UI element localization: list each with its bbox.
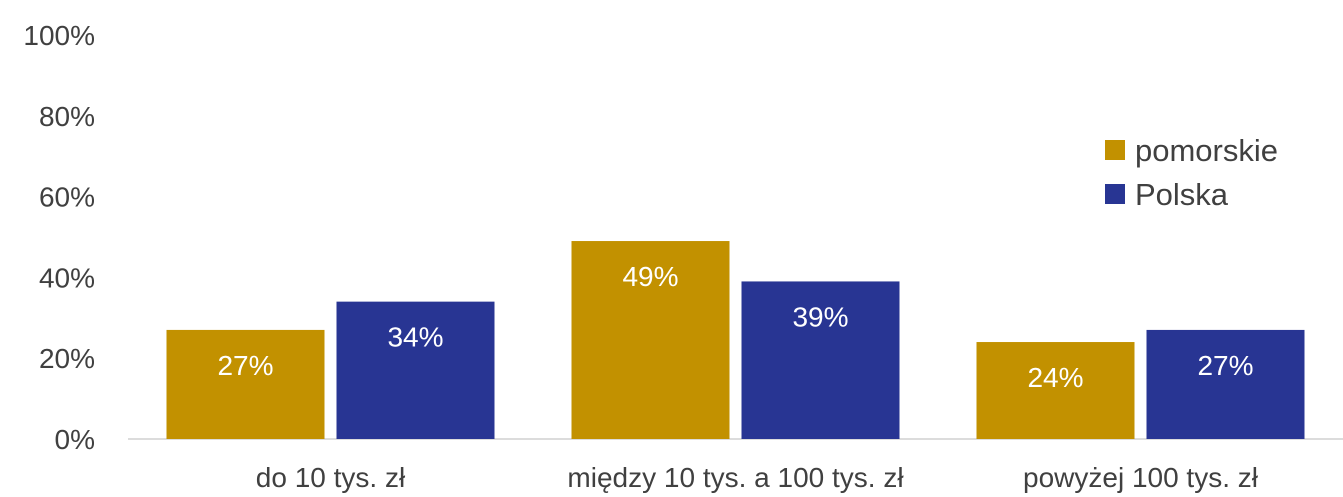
bar-value-label: 27% [217,350,273,381]
y-tick-label: 40% [39,262,95,293]
bar-pomorskie-3 [976,342,1135,439]
bar-labels: 27% 34% 49% 39% 24% 27% [217,261,1253,393]
legend-swatch-pomorskie [1105,140,1125,160]
bar-value-label: 49% [622,261,678,292]
legend-label: pomorskie [1135,133,1278,168]
bar-value-label: 39% [792,301,848,332]
y-tick-label: 20% [39,343,95,374]
bar-pomorskie-2 [571,241,730,439]
y-tick-label: 0% [55,424,95,455]
legend-label: Polska [1135,177,1229,212]
bar-value-label: 34% [387,322,443,353]
x-tick-label: powyżej 100 tys. zł [1023,462,1259,493]
x-axis: do 10 tys. zł między 10 tys. a 100 tys. z… [256,462,1259,493]
bar-polska-1 [336,301,495,439]
x-tick-label: do 10 tys. zł [256,462,406,493]
y-tick-label: 80% [39,101,95,132]
bar-pomorskie-1 [166,329,325,439]
bar-value-label: 27% [1197,350,1253,381]
bar-polska-3 [1146,329,1305,439]
x-tick-label: między 10 tys. a 100 tys. zł [567,462,904,493]
y-tick-label: 100% [23,20,95,51]
y-tick-label: 60% [39,182,95,213]
bars [166,241,1305,439]
legend: pomorskie Polska [1105,133,1278,212]
bar-value-label: 24% [1027,362,1083,393]
bar-polska-2 [741,281,900,439]
y-axis: 0% 20% 40% 60% 80% 100% [23,20,95,455]
legend-swatch-polska [1105,184,1125,204]
